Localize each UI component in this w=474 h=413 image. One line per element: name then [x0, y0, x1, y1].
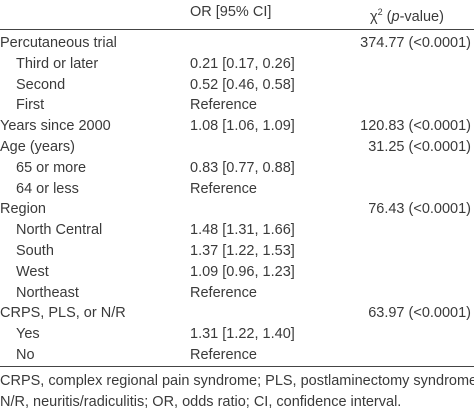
- or-value: 0.21 [0.17, 0.26]: [190, 55, 295, 72]
- p-italic: p: [391, 9, 400, 25]
- or-value: 1.08 [1.06, 1.09]: [190, 118, 295, 135]
- chi-value: 63.97 (<0.0001): [368, 305, 471, 322]
- header-rule: [0, 29, 474, 30]
- p-rest: -value): [399, 9, 444, 25]
- row-label: No: [16, 347, 35, 363]
- row-label: Second: [16, 76, 66, 93]
- chi-sup: 2: [377, 7, 383, 17]
- row-label: 65 or more: [16, 159, 87, 176]
- row-label: Age (years): [0, 139, 75, 155]
- row-label: Third or later: [16, 55, 99, 72]
- or-value: Reference: [190, 347, 257, 363]
- row-label: Region: [0, 201, 46, 218]
- row-label: CRPS, PLS, or N/R: [0, 305, 126, 322]
- chi-value: 374.77 (<0.0001): [360, 35, 471, 51]
- row-label: Northeast: [16, 284, 79, 301]
- chi-value: 31.25 (<0.0001): [368, 139, 471, 155]
- footnote: CRPS, complex regional pain syndrome; PL…: [0, 373, 474, 389]
- footnote: N/R, neuritis/radiculitis; OR, odds rati…: [0, 394, 402, 410]
- or-value: 1.31 [1.22, 1.40]: [190, 326, 295, 343]
- row-label: North Central: [16, 222, 103, 239]
- row-label: Yes: [16, 326, 40, 343]
- row-label: Percutaneous trial: [0, 35, 117, 51]
- row-label: West: [16, 263, 49, 280]
- paren: (: [382, 9, 392, 25]
- or-value: Reference: [190, 97, 257, 114]
- row-label: South: [16, 243, 54, 259]
- row-label: 64 or less: [16, 180, 79, 197]
- row-label: Years since 2000: [0, 118, 111, 135]
- chi-value: 76.43 (<0.0001): [368, 201, 471, 218]
- or-value: 0.52 [0.46, 0.58]: [190, 76, 295, 93]
- bottom-rule: [0, 366, 474, 367]
- chi-value: 120.83 (<0.0001): [360, 118, 471, 135]
- or-value: 0.83 [0.77, 0.88]: [190, 159, 295, 176]
- header-or: OR [95% CI]: [190, 4, 272, 20]
- or-value: 1.48 [1.31, 1.66]: [190, 222, 295, 239]
- or-value: 1.09 [0.96, 1.23]: [190, 263, 295, 280]
- header-chi: χ2 (p-value): [370, 3, 444, 26]
- or-value: 1.37 [1.22, 1.53]: [190, 243, 295, 259]
- or-value: Reference: [190, 180, 257, 197]
- chi-symbol: χ: [370, 9, 378, 25]
- or-value: Reference: [190, 284, 257, 301]
- row-label: First: [16, 97, 45, 114]
